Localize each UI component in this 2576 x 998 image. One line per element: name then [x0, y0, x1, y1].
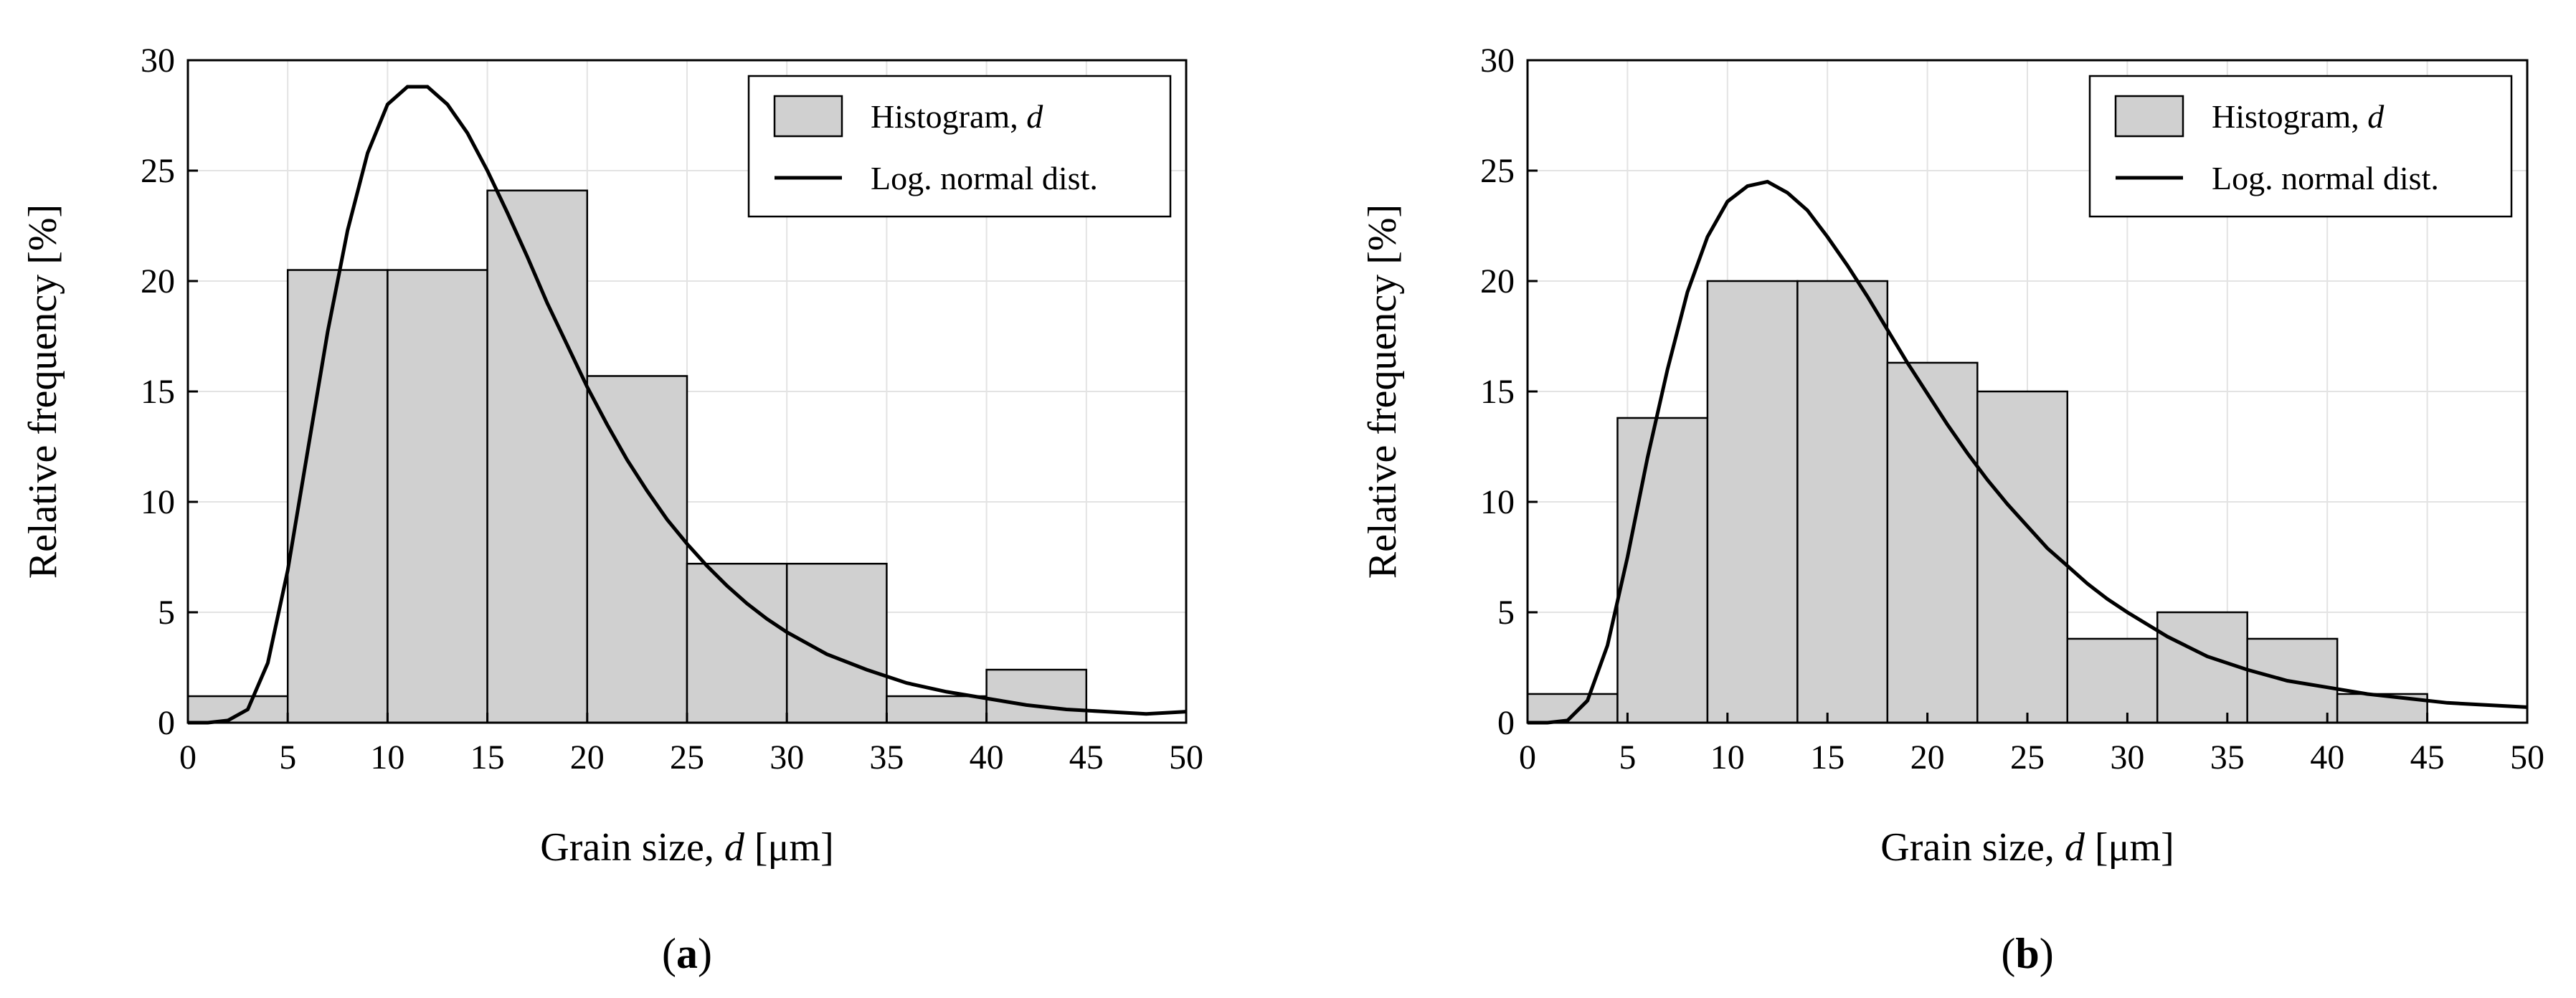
y-tick-label: 15 — [1480, 373, 1515, 411]
histogram-bar — [186, 695, 289, 724]
histogram-bar — [1796, 280, 1889, 724]
histogram-bar — [486, 189, 589, 724]
y-tick-label: 30 — [141, 42, 175, 80]
x-axis-label-variable: d — [724, 825, 745, 870]
x-tick-label: 0 — [1519, 738, 1536, 776]
y-axis-label: Relative frequency [%] — [1360, 204, 1405, 579]
y-tick-label: 15 — [141, 373, 175, 411]
y-tick-label: 20 — [1480, 262, 1515, 300]
histogram-bar — [1706, 280, 1799, 724]
x-axis-label-text: Grain size, — [1880, 825, 2065, 870]
legend-label-text: Histogram, — [871, 98, 1026, 135]
histogram-bar — [1526, 693, 1619, 724]
histogram-bar — [2066, 637, 2159, 724]
y-tick-label: 0 — [158, 704, 175, 742]
y-tick-label: 20 — [141, 262, 175, 300]
legend: Histogram, d Log. normal dist. — [747, 75, 1172, 218]
x-tick-label: 30 — [770, 738, 804, 776]
legend-label-text: Log. normal dist. — [871, 160, 1098, 196]
x-tick-label: 10 — [1710, 738, 1745, 776]
x-tick-label: 25 — [2010, 738, 2045, 776]
x-tick-label: 45 — [2410, 738, 2445, 776]
x-axis-label-unit: [μm] — [2085, 825, 2174, 870]
legend-label-variable: d — [1026, 98, 1043, 135]
x-axis-label: Grain size, d [μm] — [540, 825, 833, 870]
histogram-bar — [985, 668, 1088, 724]
legend-label: Log. normal dist. — [871, 160, 1098, 196]
y-tick-label: 25 — [141, 152, 175, 190]
histogram-bar — [686, 562, 788, 724]
panel-label-open-paren: ( — [662, 930, 676, 977]
y-tick-label: 5 — [158, 594, 175, 632]
histogram-bar — [2156, 611, 2248, 724]
panel-label: (b) — [2001, 930, 2053, 977]
legend-label: Histogram, d — [871, 98, 1043, 135]
y-tick-label: 25 — [1480, 152, 1515, 190]
x-tick-label: 10 — [370, 738, 404, 776]
legend-histogram-swatch — [773, 95, 843, 138]
histogram-bar — [886, 695, 988, 724]
legend: Histogram, d Log. normal dist. — [2088, 75, 2513, 218]
x-tick-label: 45 — [1069, 738, 1104, 776]
y-tick-label: 10 — [141, 483, 175, 521]
histogram-bar — [1976, 390, 2069, 724]
y-tick-label: 5 — [1497, 594, 1515, 632]
histogram-bar — [1616, 417, 1709, 724]
x-tick-label: 50 — [2510, 738, 2544, 776]
histogram-bar — [387, 269, 488, 724]
x-axis-label-unit: [μm] — [744, 825, 834, 870]
y-tick-label: 0 — [1497, 704, 1515, 742]
panel-label: (a) — [662, 930, 712, 977]
y-tick-label: 10 — [1480, 483, 1515, 521]
x-tick-label: 40 — [2310, 738, 2344, 776]
chart-panel-b: 0 5 10 15 20 25 30 35 40 45 50 0 5 10 15 20 25 30 Grain si… — [1360, 42, 2544, 977]
panel-label-close-paren: ) — [2040, 930, 2054, 977]
y-axis-label: Relative frequency [%] — [21, 204, 65, 579]
histogram-bar — [1886, 361, 1979, 724]
panel-label-letter: b — [2015, 930, 2039, 977]
x-tick-label: 0 — [179, 738, 196, 776]
legend-label-text: Histogram, — [2212, 98, 2367, 135]
x-tick-label: 50 — [1169, 738, 1203, 776]
lognormal-curve-line — [188, 85, 1187, 725]
x-tick-label: 25 — [670, 738, 704, 776]
x-axis-label: Grain size, d [μm] — [1880, 825, 2174, 870]
panel-label-open-paren: ( — [2001, 930, 2015, 977]
x-tick-label: 20 — [570, 738, 605, 776]
histogram-bar — [286, 269, 389, 724]
x-tick-label: 15 — [470, 738, 505, 776]
x-tick-label: 20 — [1910, 738, 1945, 776]
histogram-bar — [785, 562, 888, 724]
x-tick-label: 5 — [1619, 738, 1636, 776]
legend-label: Histogram, d — [2212, 98, 2385, 135]
legend-label-variable: d — [2367, 98, 2385, 135]
x-tick-label: 5 — [279, 738, 296, 776]
legend-label-text: Log. normal dist. — [2212, 160, 2439, 196]
panel-label-close-paren: ) — [698, 930, 712, 977]
lognormal-curve-line — [1528, 179, 2528, 725]
y-tick-label: 30 — [1480, 42, 1515, 80]
panel-label-letter: a — [676, 930, 698, 977]
x-tick-label: 30 — [2110, 738, 2144, 776]
x-tick-label: 35 — [2210, 738, 2245, 776]
histogram-bar — [586, 375, 688, 724]
x-tick-label: 40 — [970, 738, 1004, 776]
x-tick-label: 35 — [869, 738, 904, 776]
chart-panel-a: 0 5 10 15 20 25 30 35 40 45 50 0 5 10 15 20 25 30 Grain si… — [21, 42, 1203, 977]
legend-label: Log. normal dist. — [2212, 160, 2439, 196]
x-axis-label-text: Grain size, — [540, 825, 724, 870]
x-tick-label: 15 — [1810, 738, 1845, 776]
legend-histogram-swatch — [2114, 95, 2184, 138]
x-axis-label-variable: d — [2065, 825, 2085, 870]
